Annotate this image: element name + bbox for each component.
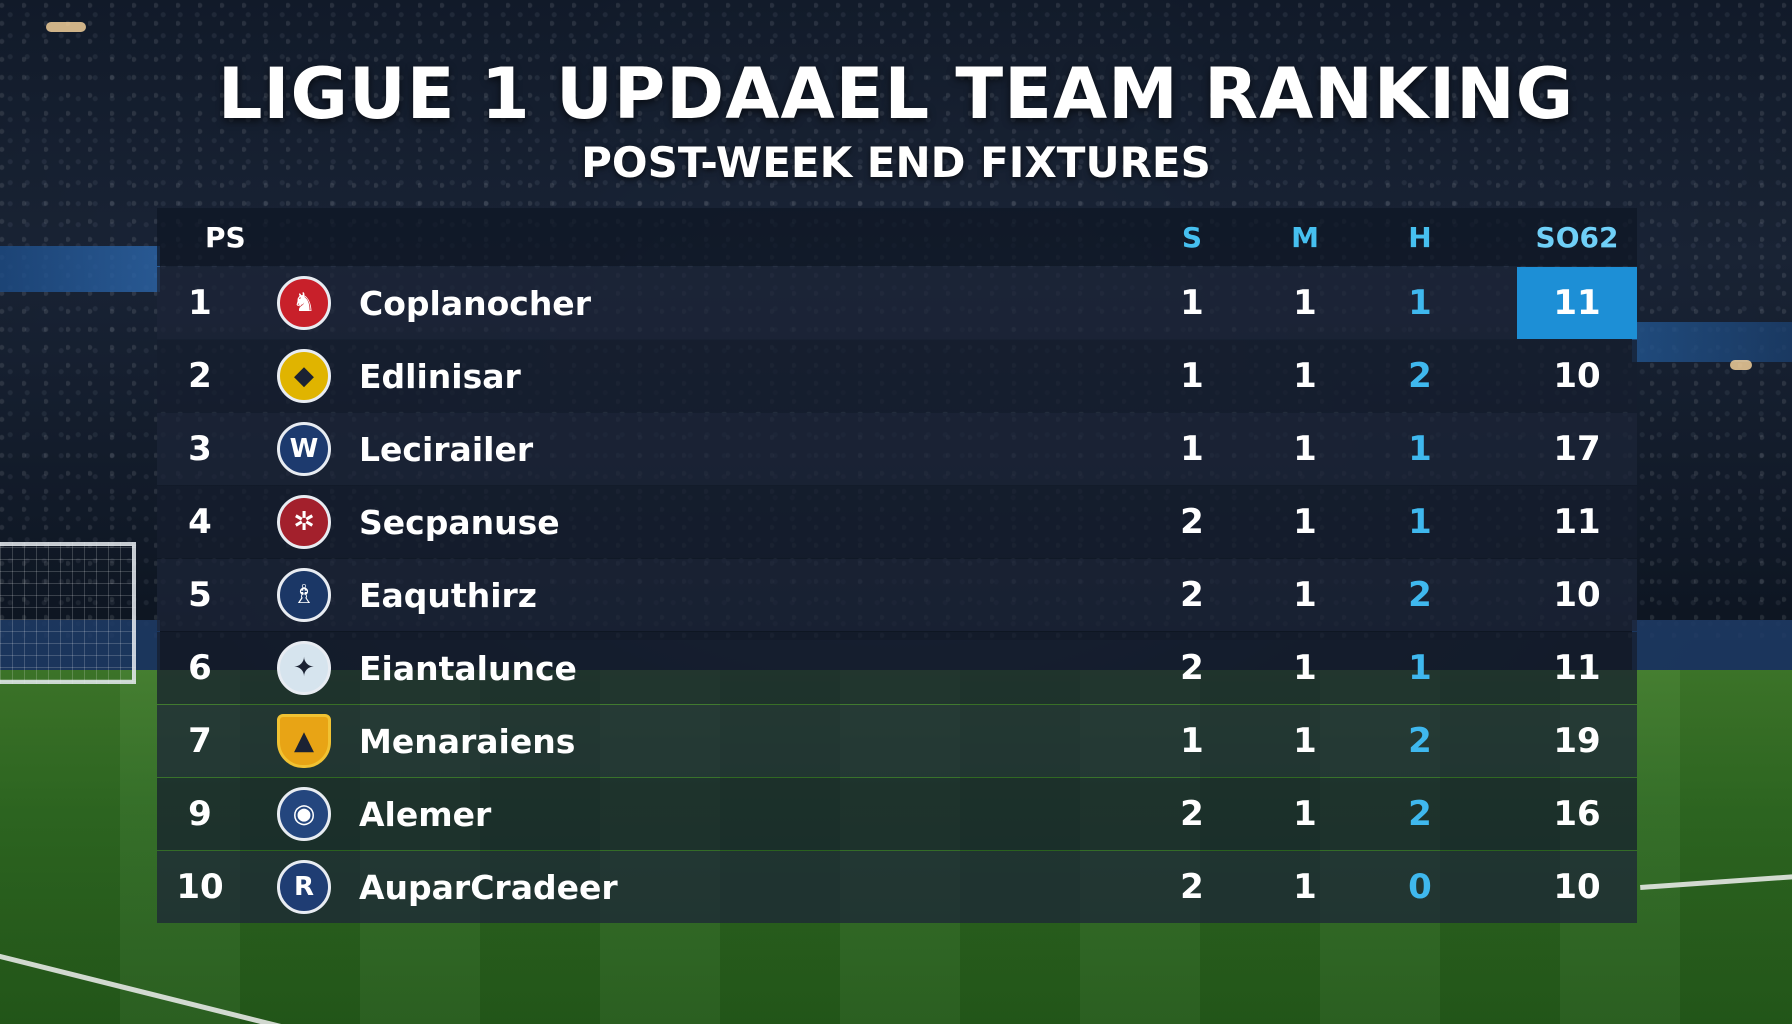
team-cell: ◉ Alemer — [277, 778, 837, 850]
round-crest-icon: ◉ — [277, 787, 331, 841]
stat-m: 1 — [1293, 356, 1317, 396]
stat-m: 1 — [1293, 575, 1317, 615]
team-cell: ✦ Eiantalunce — [277, 632, 837, 704]
team-cell: ◆ Edlinisar — [277, 340, 837, 412]
rank-position: 4 — [188, 502, 212, 542]
floodlight-icon — [1730, 360, 1752, 370]
team-name: Edlinisar — [359, 356, 521, 396]
table-row: 4 ✲ Secpanuse 2 1 1 11 — [157, 486, 1637, 558]
stat-h: 2 — [1408, 794, 1432, 834]
team-score: 10 — [1553, 867, 1601, 907]
team-cell: ▲ Menaraiens — [277, 705, 837, 777]
page-title: LIGUE 1 UPDAAEL TEAM RANKING — [217, 53, 1575, 135]
table-row: 5 ♗ Eaquthirz 2 1 2 10 — [157, 559, 1637, 631]
stat-s: 2 — [1180, 502, 1204, 542]
team-score: 10 — [1553, 575, 1601, 615]
ranking-table: PS S M H SO62 1 ♞ Coplanocher 1 1 1 11 2 ◆ Edlini… — [157, 208, 1637, 923]
rank-position: 10 — [176, 867, 224, 907]
stadium-banner-right — [1632, 322, 1792, 362]
team-cell: ♗ Eaquthirz — [277, 559, 837, 631]
column-header-m: M — [1291, 220, 1319, 254]
rank-position: 2 — [188, 356, 212, 396]
column-header-s: S — [1181, 220, 1203, 254]
rank-position: 7 — [188, 721, 212, 761]
stat-m: 1 — [1293, 721, 1317, 761]
table-row: 1 ♞ Coplanocher 1 1 1 11 — [157, 267, 1637, 339]
stat-s: 2 — [1180, 648, 1204, 688]
r-crest-icon: R — [277, 860, 331, 914]
stat-h: 1 — [1408, 283, 1432, 323]
team-name: Coplanocher — [359, 283, 591, 323]
stat-m: 1 — [1293, 502, 1317, 542]
w-crest-icon: W — [277, 422, 331, 476]
advertising-board-right — [1632, 620, 1792, 670]
column-header-score: SO62 — [1535, 220, 1619, 254]
team-name: Lecirailer — [359, 429, 534, 469]
team-score: 11 — [1517, 267, 1637, 339]
stat-h: 1 — [1408, 502, 1432, 542]
stat-s: 1 — [1180, 429, 1204, 469]
stat-h: 2 — [1408, 721, 1432, 761]
team-name: AuparCradeer — [359, 867, 618, 907]
team-name: Eaquthirz — [359, 575, 537, 615]
table-row: 10 R AuparCradeer 2 1 0 10 — [157, 851, 1637, 923]
table-row: 9 ◉ Alemer 2 1 2 16 — [157, 778, 1637, 850]
rank-position: 6 — [188, 648, 212, 688]
team-name: Menaraiens — [359, 721, 576, 761]
table-row: 6 ✦ Eiantalunce 2 1 1 11 — [157, 632, 1637, 704]
lion-crest-icon: ♞ — [277, 276, 331, 330]
stat-s: 2 — [1180, 575, 1204, 615]
team-score: 11 — [1553, 502, 1601, 542]
page-subtitle: POST-WEEK END FIXTURES — [581, 138, 1211, 187]
team-score: 19 — [1553, 721, 1601, 761]
team-name: Secpanuse — [359, 502, 560, 542]
stat-h: 1 — [1408, 429, 1432, 469]
white-crest-icon: ✦ — [277, 641, 331, 695]
column-header-pos: PS — [205, 220, 246, 254]
table-row: 7 ▲ Menaraiens 1 1 2 19 — [157, 705, 1637, 777]
stadium-banner-left — [0, 246, 160, 292]
team-cell: W Lecirailer — [277, 413, 837, 485]
rank-position: 3 — [188, 429, 212, 469]
stat-m: 1 — [1293, 794, 1317, 834]
stat-s: 1 — [1180, 721, 1204, 761]
stat-h: 0 — [1408, 867, 1432, 907]
team-score: 16 — [1553, 794, 1601, 834]
goal-net — [0, 542, 136, 684]
stat-s: 1 — [1180, 356, 1204, 396]
team-score: 10 — [1553, 356, 1601, 396]
stat-h: 2 — [1408, 356, 1432, 396]
table-row: 3 W Lecirailer 1 1 1 17 — [157, 413, 1637, 485]
stat-m: 1 — [1293, 283, 1317, 323]
yellow-crest-icon: ◆ — [277, 349, 331, 403]
stat-m: 1 — [1293, 429, 1317, 469]
shield-crest-icon: ▲ — [277, 714, 331, 768]
floodlight-icon — [46, 22, 86, 32]
stat-s: 1 — [1180, 283, 1204, 323]
table-body: 1 ♞ Coplanocher 1 1 1 11 2 ◆ Edlinisar 1 1 2 10 3 W Leci… — [157, 267, 1637, 923]
table-row: 2 ◆ Edlinisar 1 1 2 10 — [157, 340, 1637, 412]
column-header-h: H — [1408, 220, 1432, 254]
team-name: Alemer — [359, 794, 492, 834]
team-score: 11 — [1553, 648, 1601, 688]
blue-crest-icon: ♗ — [277, 568, 331, 622]
rank-position: 5 — [188, 575, 212, 615]
rank-position: 9 — [188, 794, 212, 834]
stat-m: 1 — [1293, 648, 1317, 688]
rank-position: 1 — [188, 283, 212, 323]
team-cell: R AuparCradeer — [277, 851, 837, 923]
table-header-row: PS S M H SO62 — [157, 208, 1637, 266]
team-cell: ✲ Secpanuse — [277, 486, 837, 558]
team-name: Eiantalunce — [359, 648, 577, 688]
team-cell: ♞ Coplanocher — [277, 267, 837, 339]
stat-m: 1 — [1293, 867, 1317, 907]
stat-h: 2 — [1408, 575, 1432, 615]
red-crest-icon: ✲ — [277, 495, 331, 549]
stat-s: 2 — [1180, 867, 1204, 907]
team-score: 17 — [1553, 429, 1601, 469]
stat-s: 2 — [1180, 794, 1204, 834]
stat-h: 1 — [1408, 648, 1432, 688]
